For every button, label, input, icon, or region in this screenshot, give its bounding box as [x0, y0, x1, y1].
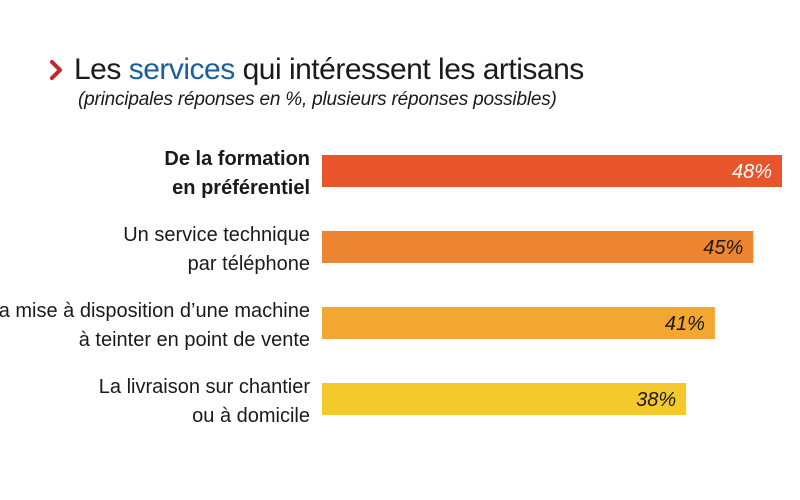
bar-3 [322, 307, 715, 339]
category-label-2-line2: par téléphone [188, 253, 310, 275]
title-before: Les [74, 53, 129, 86]
bar-2 [322, 231, 754, 263]
chart-title: Les services qui intéressent les artisan… [50, 52, 584, 88]
category-label-1-line2: en préférentiel [172, 177, 310, 199]
category-label-2-line1: Un service technique [123, 224, 310, 246]
category-label-4-line1: La livraison sur chantier [99, 376, 311, 398]
bar-value-label-1: 48% [732, 161, 772, 183]
bar-value-label-2: 45% [703, 237, 743, 259]
category-label-3-line2: à teinter en point de vente [79, 329, 310, 351]
category-label-3-line1: La mise à disposition d’une machine [0, 300, 310, 322]
bar-value-label-3: 41% [665, 313, 705, 335]
category-label-1-line1: De la formation [164, 148, 310, 170]
title-after: qui intéressent les artisans [234, 53, 585, 86]
title-highlight: services [128, 53, 236, 86]
title-text: Les services qui intéressent les artisan… [74, 53, 584, 87]
chart-subtitle: (principales réponses en %, plusieurs ré… [78, 89, 557, 110]
category-label-4-line2: ou à domicile [192, 405, 310, 427]
bar-4 [322, 383, 687, 415]
chevron-right-icon [50, 60, 62, 80]
bar-value-label-4: 38% [636, 389, 676, 411]
bar-1 [322, 155, 782, 187]
